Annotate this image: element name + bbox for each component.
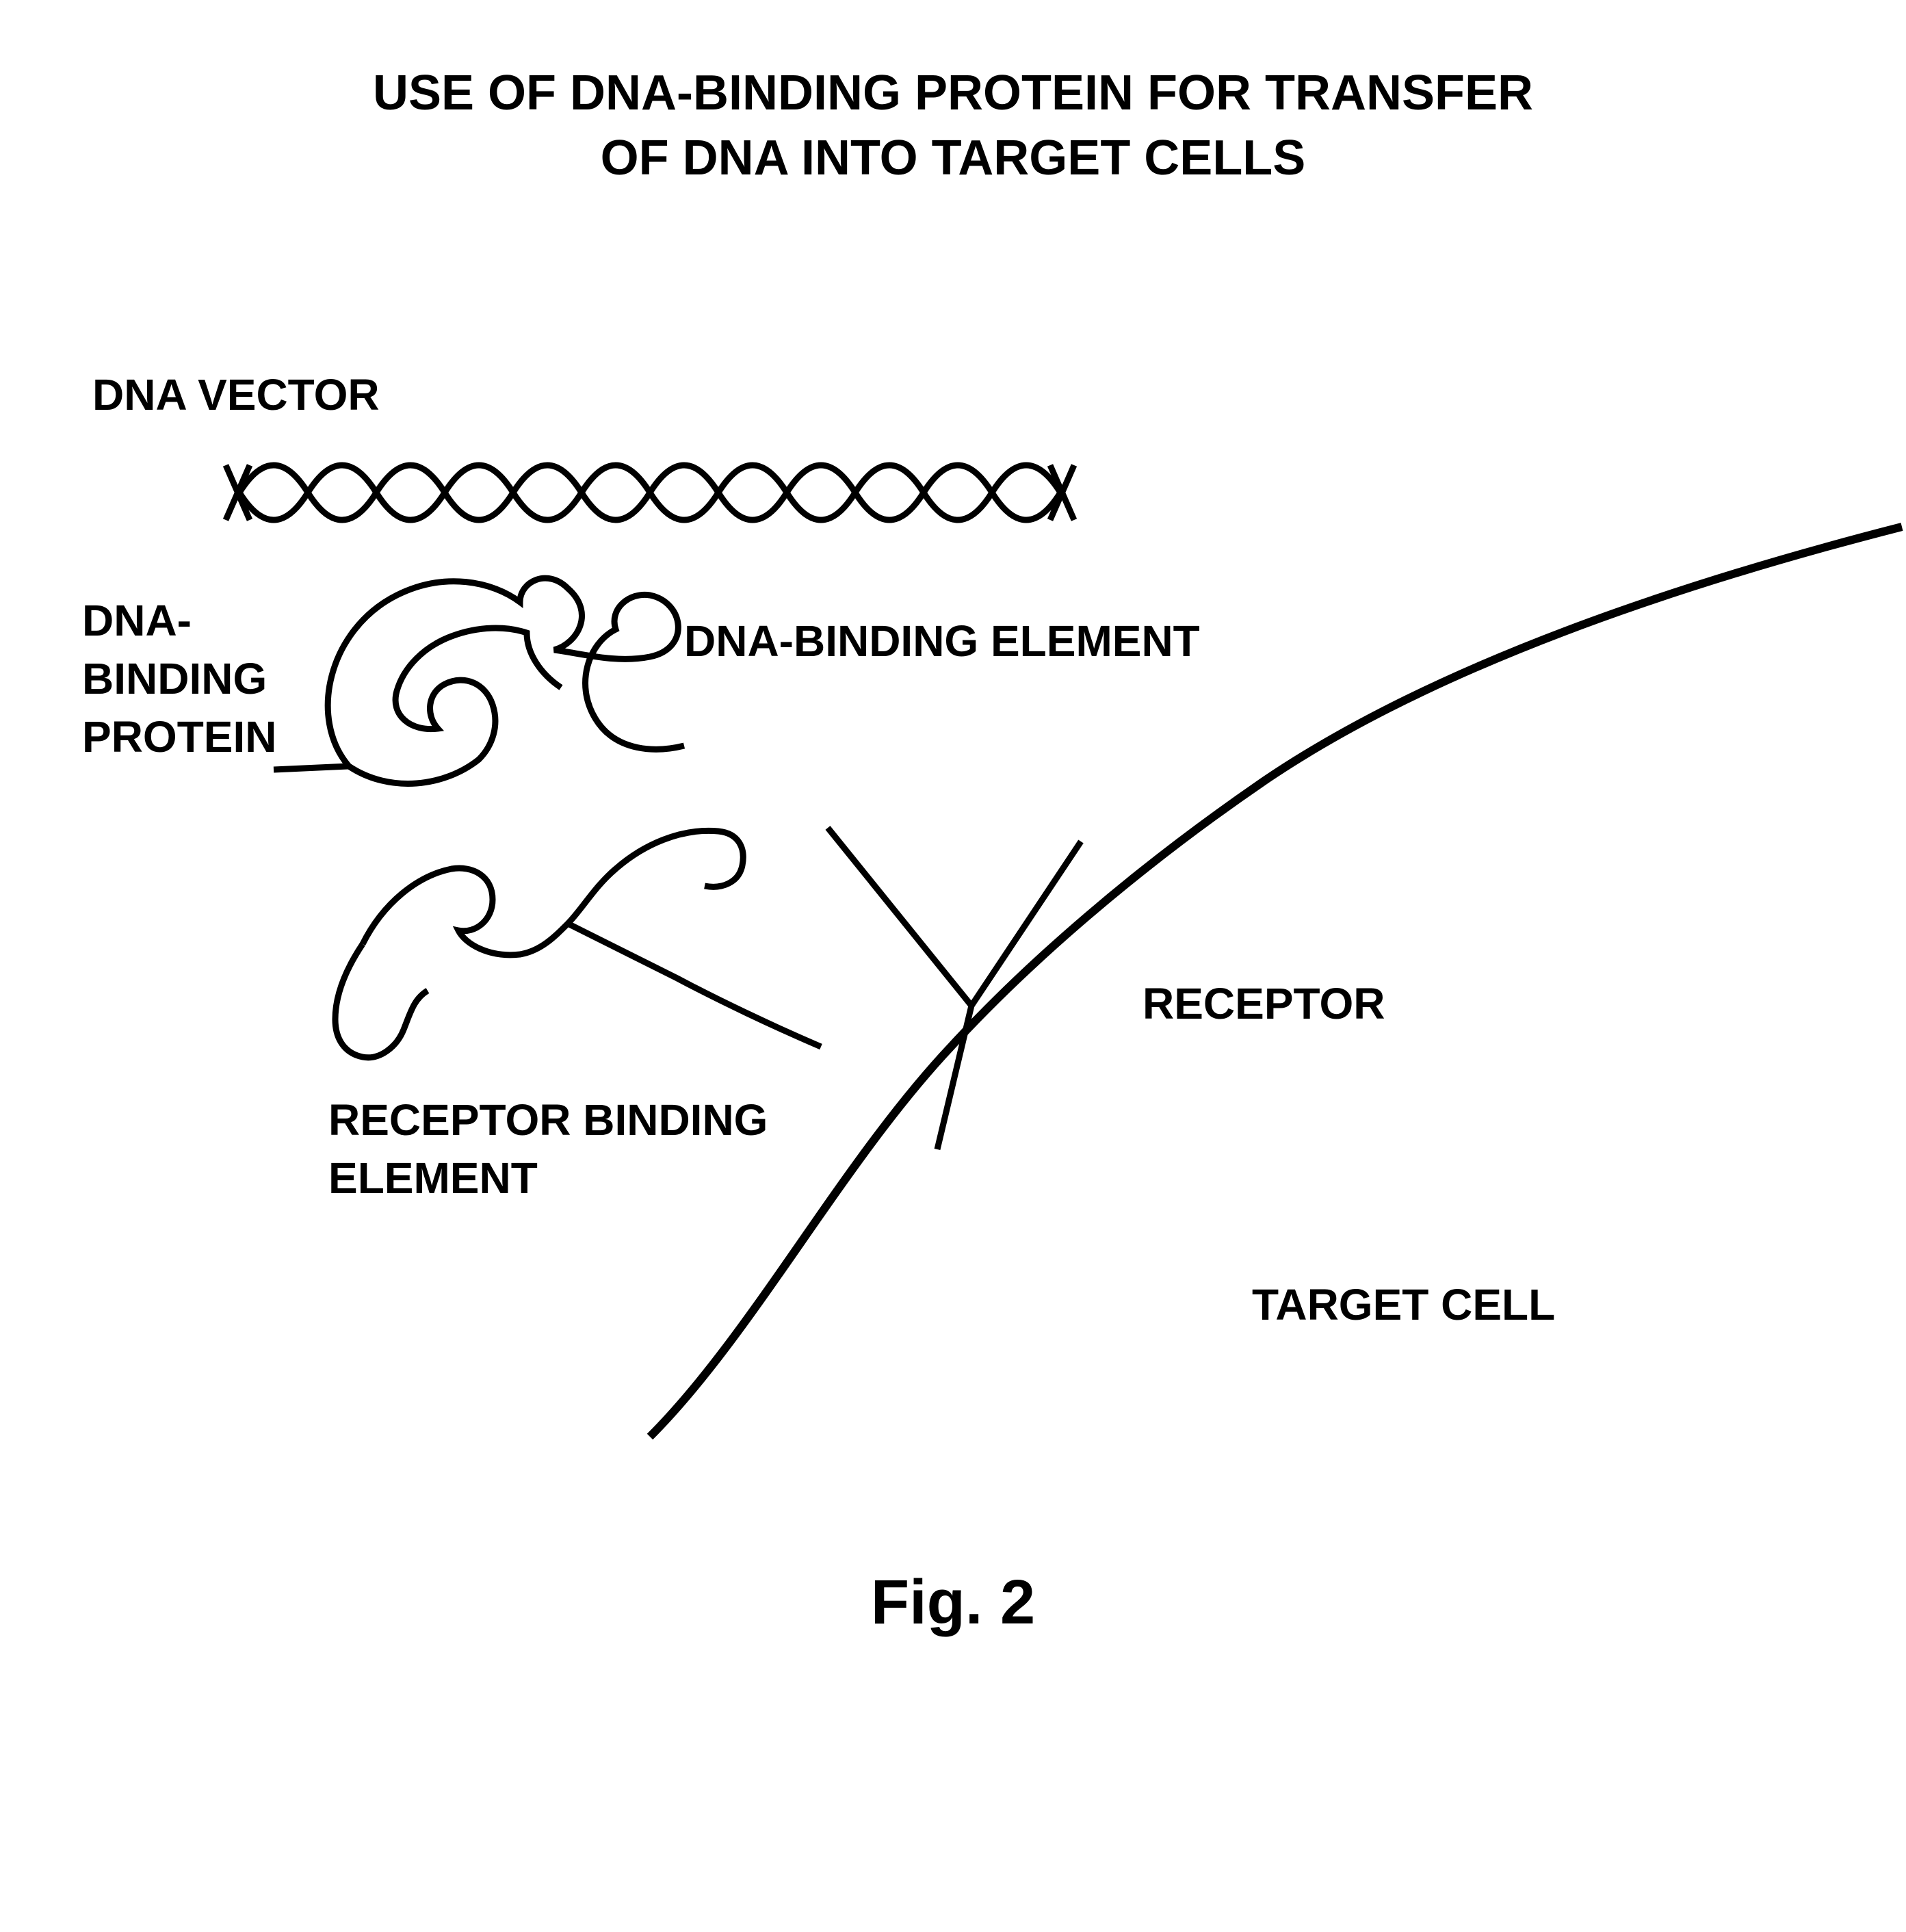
receptor-icon <box>828 828 1081 1149</box>
receptor-binding-element-icon <box>335 831 821 1057</box>
dna-binding-protein-icon <box>274 578 684 783</box>
diagram-svg <box>0 0 1906 1932</box>
dna-helix-icon <box>226 465 1074 520</box>
cell-membrane-icon <box>650 527 1902 1437</box>
